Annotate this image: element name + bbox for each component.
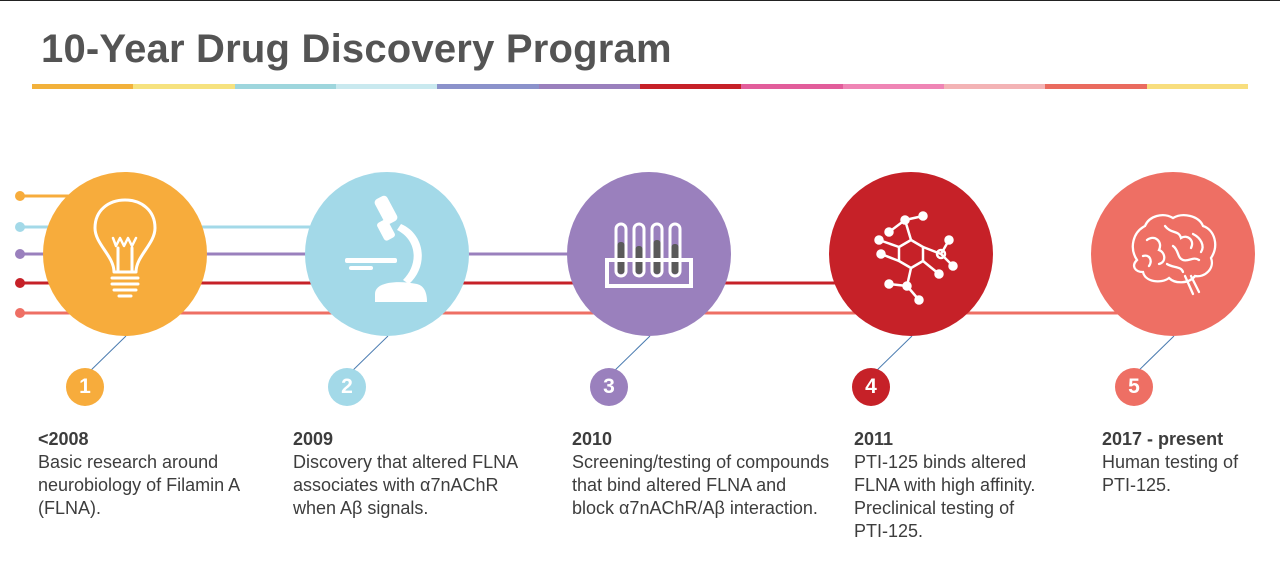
color-bar-segment [437,84,539,89]
color-bar-segment [32,84,134,89]
track-start-dot [15,249,25,259]
track-start-dot [15,278,25,288]
step-number-3: 3 [590,368,628,406]
step-year: 2011 [854,429,894,449]
description-line: Human testing of [1102,452,1239,472]
step-year: 2017 - present [1102,429,1224,449]
step-number-2: 2 [328,368,366,406]
brain-icon [1131,214,1217,296]
step-year: <2008 [38,429,89,449]
color-bar-segment [639,84,742,89]
step-caption-2: 2009 Discovery that altered FLNA associa… [293,428,518,520]
step-caption-4: 2011 PTI-125 binds altered FLNA with hig… [854,428,1035,543]
step-caption-3: 2010 Screening/testing of compounds that… [572,428,829,520]
molecule-icon [874,211,958,305]
lightbulb-icon [93,198,157,298]
step-circle-1 [43,172,207,336]
step-description: Discovery that altered FLNA associates w… [293,451,518,520]
color-bar [32,84,1248,89]
step-circle-4 [829,172,993,336]
description-line: PTI-125. [1102,475,1172,495]
color-bar-segment [1045,84,1147,89]
page-title: 10-Year Drug Discovery Program [41,27,672,71]
track-start-dot [15,222,25,232]
color-bar-segment [943,84,1046,89]
step-number-5: 5 [1115,368,1153,406]
description-line: neurobiology of Filamin A [38,475,241,495]
color-bar-segment [1146,84,1248,89]
color-bar-segment [842,84,944,89]
description-line: that bind altered FLNA and [572,475,787,495]
step-caption-5: 2017 - present Human testing of PTI-125. [1102,428,1238,497]
track-start-dot [15,191,25,201]
description-line: block α7nAChR/Aβ interaction. [572,498,818,518]
step-year: 2009 [293,429,334,449]
step-year: 2010 [572,429,613,449]
step-circle-3 [567,172,731,336]
top-border [0,0,1280,1]
color-bar-segment [133,84,235,89]
color-bar-segment [335,84,438,89]
step-description: Human testing of PTI-125. [1102,451,1238,497]
step-circle-2 [305,172,469,336]
description-line: PTI-125 binds altered [854,452,1027,472]
step-description: Basic research around neurobiology of Fi… [38,451,240,520]
description-line: PTI-125. [854,521,924,541]
step-description: PTI-125 binds altered FLNA with high aff… [854,451,1035,543]
description-line: Discovery that altered FLNA [293,452,519,472]
description-line: Basic research around [38,452,219,472]
color-bar-segment [538,84,640,89]
connectors [84,335,1175,377]
description-line: when Aβ signals. [293,498,429,518]
track-start-dot [15,308,25,318]
description-line: associates with α7nAChR [293,475,499,495]
test-tubes-icon [605,222,693,288]
step-caption-1: <2008 Basic research around neurobiology… [38,428,240,520]
step-number-1: 1 [66,368,104,406]
color-bar-segment [741,84,843,89]
color-bar-segment [234,84,336,89]
step-number-4: 4 [852,368,890,406]
microscope-icon [345,195,427,302]
step-circle-5 [1091,172,1255,336]
description-line: FLNA with high affinity. [854,475,1036,495]
description-line: (FLNA). [38,498,101,518]
step-description: Screening/testing of compounds that bind… [572,451,829,520]
description-line: Preclinical testing of [854,498,1015,518]
description-line: Screening/testing of compounds [572,452,830,472]
